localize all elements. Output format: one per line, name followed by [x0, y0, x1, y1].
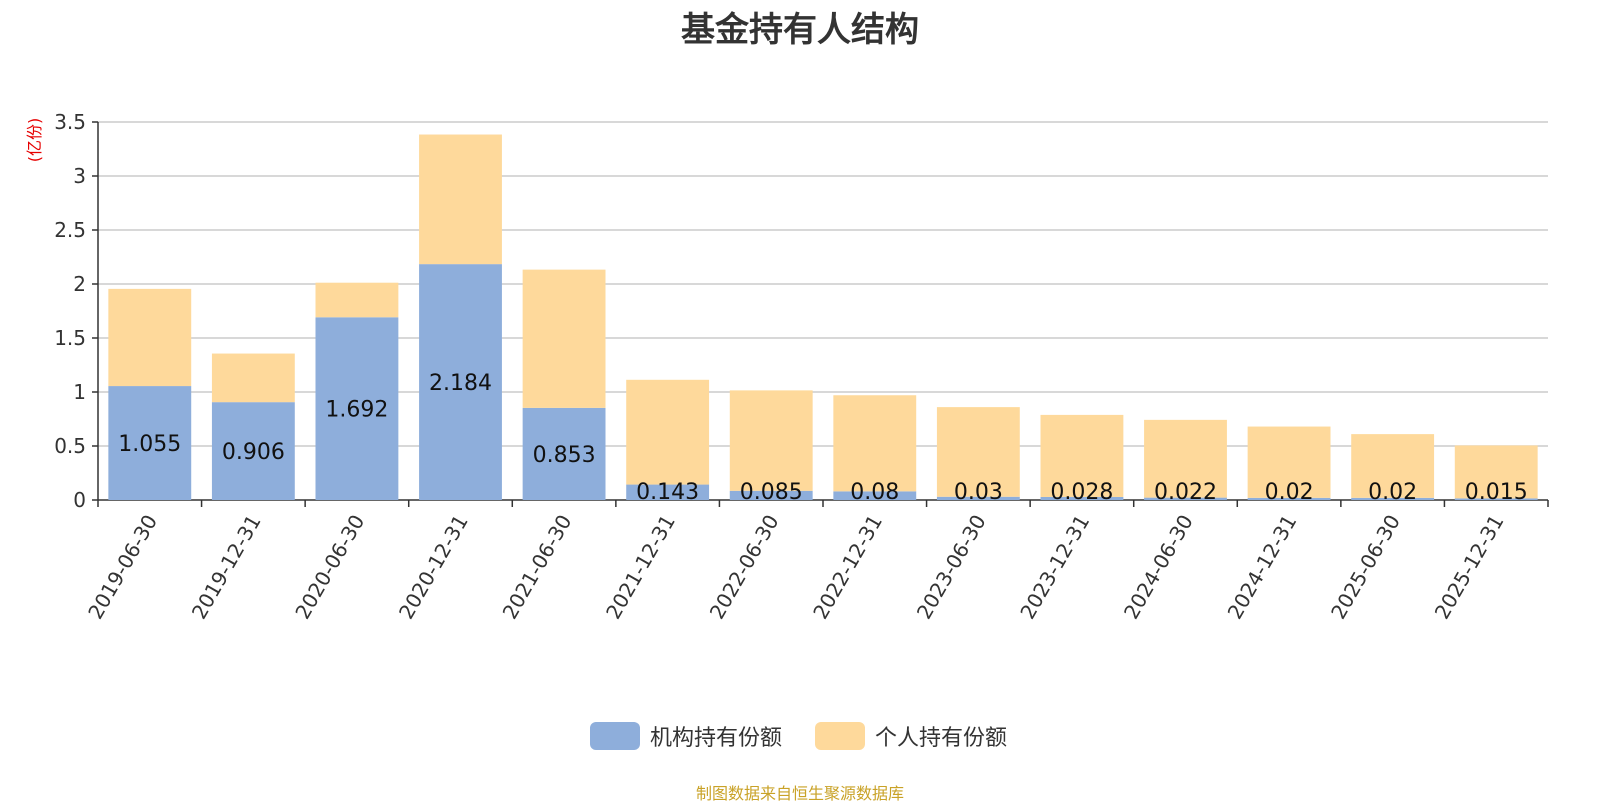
- bar-institutional: [211, 402, 295, 500]
- bar-individual: [833, 395, 917, 492]
- x-tick-label: 2025-06-30: [1326, 511, 1405, 624]
- x-tick-label: 2020-06-30: [290, 511, 369, 624]
- bar-institutional: [1351, 497, 1435, 500]
- bar-individual: [1454, 445, 1538, 499]
- x-tick-label: 2023-06-30: [912, 511, 991, 624]
- y-tick-label: 3: [73, 164, 86, 188]
- data-label-institutional: 1.692: [325, 398, 388, 423]
- bar-institutional: [1144, 497, 1227, 500]
- data-label-institutional: 0.143: [636, 480, 699, 505]
- y-tick-label: 2.5: [54, 218, 86, 242]
- legend-swatch-institutional: [590, 722, 640, 750]
- legend-label-institutional: 机构持有份额: [650, 726, 783, 751]
- bar-institutional: [315, 317, 399, 500]
- x-tick-label: 2019-06-30: [83, 511, 162, 624]
- data-label-institutional: 0.02: [1368, 480, 1417, 505]
- data-label-institutional: 0.08: [850, 480, 899, 505]
- data-label-institutional: 0.028: [1050, 480, 1113, 505]
- bar-individual: [315, 282, 399, 318]
- bars: [108, 134, 1538, 500]
- data-label-institutional: 0.02: [1265, 480, 1314, 505]
- data-label-institutional: 0.906: [222, 440, 285, 465]
- bar-institutional: [1247, 497, 1331, 500]
- data-label-institutional: 0.853: [533, 443, 596, 468]
- x-tick-label: 2021-06-30: [497, 511, 576, 624]
- bar-individual: [108, 288, 192, 387]
- bar-institutional: [833, 491, 917, 500]
- x-tick-label: 2019-12-31: [187, 511, 266, 624]
- legend-swatch-individual: [815, 722, 865, 750]
- bar-individual: [626, 379, 710, 485]
- bar-institutional: [626, 484, 710, 500]
- bar-institutional: [936, 496, 1020, 500]
- legend-item-institutional[interactable]: 机构持有份额: [590, 720, 782, 752]
- bar-individual: [1247, 426, 1331, 498]
- data-label-institutional: 0.022: [1154, 480, 1217, 505]
- x-tick-label: 2022-12-31: [808, 511, 887, 624]
- data-label-institutional: 1.055: [118, 432, 181, 457]
- y-axis-unit-label: (亿份): [25, 118, 44, 163]
- y-tick-label: 3.5: [54, 110, 86, 134]
- data-label-institutional: 0.085: [740, 480, 803, 505]
- x-tick-label: 2022-06-30: [705, 511, 784, 624]
- data-label-institutional: 2.184: [429, 371, 492, 396]
- y-tick-label: 1.5: [54, 326, 86, 350]
- y-tick-label: 1: [73, 380, 86, 404]
- bar-individual: [729, 390, 813, 491]
- bar-individual: [1351, 434, 1435, 498]
- bar-individual: [211, 353, 295, 403]
- bar-institutional: [1040, 496, 1124, 500]
- bar-individual: [419, 134, 502, 265]
- y-tick-label: 0.5: [54, 434, 86, 458]
- x-tick-label: 2024-12-31: [1222, 511, 1301, 624]
- x-tick-label: 2025-12-31: [1430, 511, 1509, 624]
- bar-institutional: [729, 490, 813, 500]
- legend-label-individual: 个人持有份额: [875, 726, 1008, 751]
- chart-title: 基金持有人结构: [681, 10, 919, 50]
- bar-institutional: [522, 407, 606, 500]
- bar-individual: [522, 269, 606, 408]
- y-tick-label: 0: [73, 488, 86, 512]
- data-source-note: 制图数据来自恒生聚源数据库: [695, 784, 904, 803]
- bar-institutional: [419, 264, 502, 500]
- bar-individual: [1144, 419, 1227, 498]
- bar-individual: [1040, 414, 1124, 497]
- data-labels: 1.055 0.906 1.692 2.184 0.853 0.143 0.085 0.08 0…: [118, 371, 1527, 505]
- x-tick-label: 2024-06-30: [1119, 511, 1198, 624]
- bar-institutional: [1454, 498, 1538, 500]
- legend-item-individual[interactable]: 个人持有份额: [815, 720, 1007, 752]
- data-label-institutional: 0.03: [954, 480, 1003, 505]
- bar-individual: [936, 407, 1020, 497]
- x-tick-label: 2020-12-31: [394, 511, 473, 624]
- x-tick-label: 2023-12-31: [1015, 511, 1094, 624]
- x-tick-label: 2021-12-31: [601, 511, 680, 624]
- y-tick-label: 2: [73, 272, 86, 296]
- bar-institutional: [108, 386, 192, 500]
- data-label-institutional: 0.015: [1465, 480, 1528, 505]
